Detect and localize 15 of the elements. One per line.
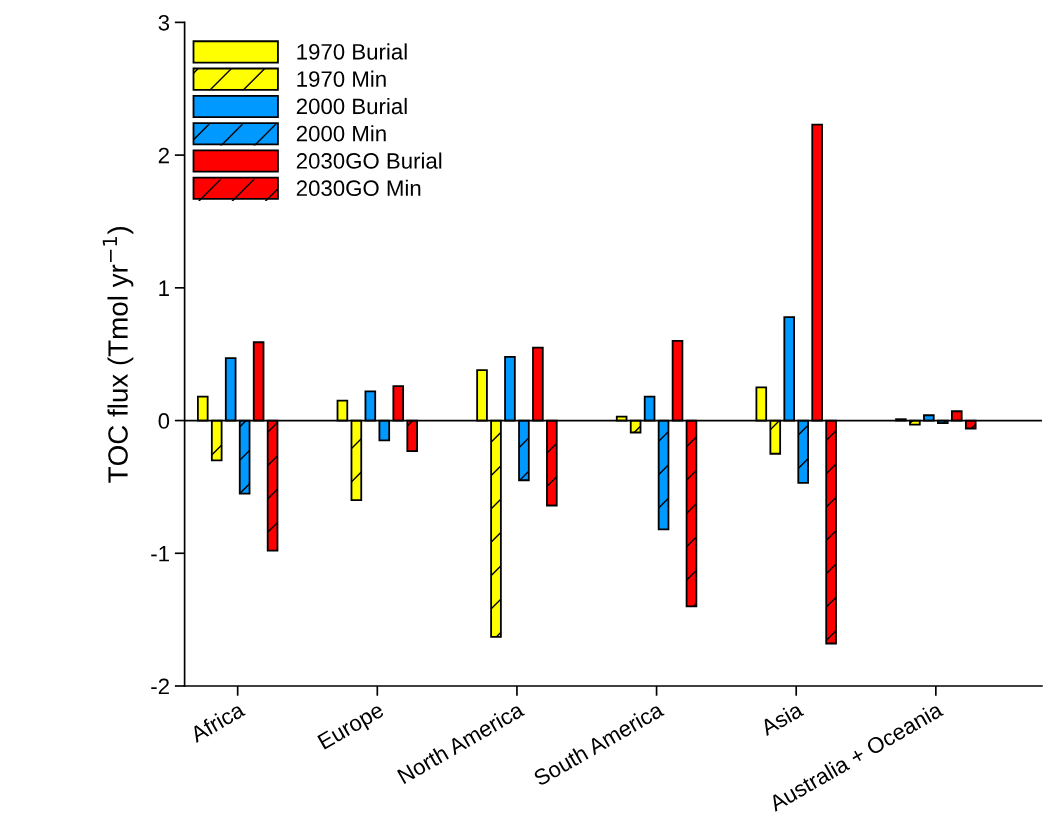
y-tick-label: -2 bbox=[151, 678, 169, 695]
x-tick-label: Asia bbox=[758, 700, 805, 737]
x-tick-label: Africa bbox=[188, 700, 246, 744]
y-tick-label: 3 bbox=[158, 14, 170, 31]
y-tick-label: -1 bbox=[151, 546, 169, 562]
legend-label: 2030GO Min bbox=[296, 179, 421, 197]
legend-label: 1970 Min bbox=[297, 70, 386, 87]
legend-label: 2000 Burial bbox=[296, 97, 407, 115]
y-tick-label: 0 bbox=[158, 413, 170, 429]
y-axis-title: TOC flux (Tmol yr$^{−1}$) bbox=[102, 227, 134, 483]
legend-label: 1970 Burial bbox=[297, 43, 407, 60]
legend-label: 2000 Min bbox=[296, 125, 386, 142]
y-tick-label: 1 bbox=[159, 280, 169, 296]
legend-label: 2030GO Burial bbox=[296, 152, 442, 169]
y-tick-label: 2 bbox=[158, 147, 169, 164]
